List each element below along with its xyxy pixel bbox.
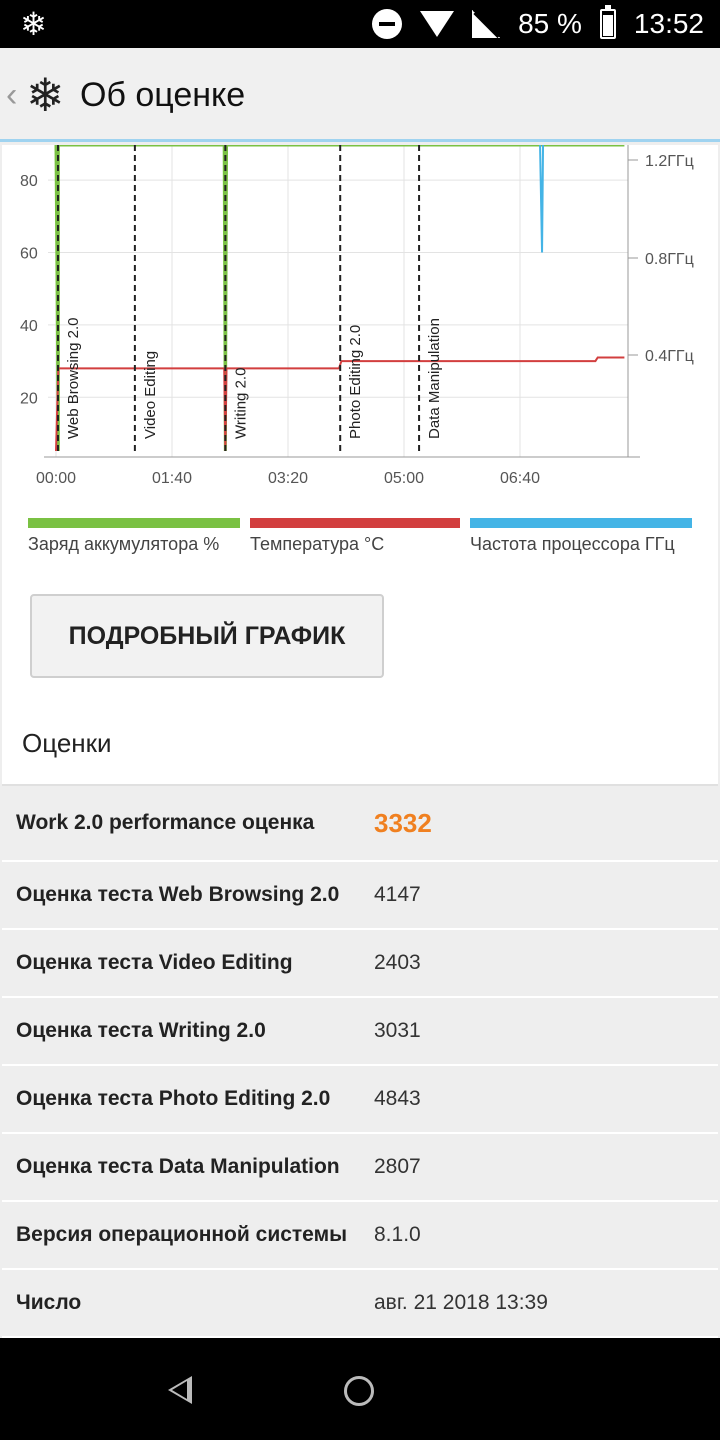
row-label: Оценка теста Writing 2.0 bbox=[16, 1019, 266, 1042]
snowflake-logo-icon[interactable]: ❄ bbox=[26, 69, 65, 121]
series-cpu-line bbox=[539, 145, 545, 253]
table-row: Оценка теста Writing 2.0 3031 bbox=[2, 998, 718, 1066]
row-value: 4843 bbox=[374, 1087, 421, 1110]
row-label: Оценка теста Photo Editing 2.0 bbox=[16, 1087, 331, 1110]
chart-ticks: 80 60 40 20 00:00 01:40 03:20 05:00 06:40 1.2ГГц 0… bbox=[20, 153, 694, 487]
legend-temperature-swatch bbox=[250, 518, 460, 528]
y-right-tick: 1.2ГГц bbox=[645, 153, 694, 170]
row-value: 8.1.0 bbox=[374, 1223, 421, 1246]
legend-cpu: Частота процессора ГГц bbox=[470, 518, 692, 558]
table-row: Оценка теста Data Manipulation 2807 bbox=[2, 1134, 718, 1202]
y-left-tick: 80 bbox=[20, 173, 38, 190]
series-temperature-line bbox=[55, 356, 625, 452]
detailed-chart-button[interactable]: ПОДРОБНЫЙ ГРАФИК bbox=[30, 594, 384, 678]
marker-label: Photo Editing 2.0 bbox=[347, 325, 364, 439]
table-row: Оценка теста Video Editing 2403 bbox=[2, 930, 718, 998]
back-icon[interactable]: ‹ bbox=[6, 76, 18, 114]
row-value: 2403 bbox=[374, 951, 421, 974]
x-tick: 00:00 bbox=[36, 470, 76, 487]
y-right-tick: 0.4ГГц bbox=[645, 348, 694, 365]
nav-back-icon[interactable] bbox=[168, 1376, 192, 1404]
x-tick: 05:00 bbox=[384, 470, 424, 487]
legend-temperature-label: Температура °C bbox=[250, 534, 385, 554]
navigation-bar bbox=[0, 1338, 720, 1440]
marker-label: Video Editing bbox=[142, 351, 159, 439]
do-not-disturb-icon bbox=[372, 9, 403, 39]
page-title: Об оценке bbox=[80, 76, 246, 114]
row-label: Версия операционной системы bbox=[16, 1223, 348, 1246]
table-row: Оценка теста Web Browsing 2.0 4147 bbox=[2, 862, 718, 930]
row-value: 3332 bbox=[374, 807, 432, 838]
y-left-tick: 20 bbox=[20, 390, 38, 407]
marker-label: Web Browsing 2.0 bbox=[65, 318, 82, 439]
row-label: Число bbox=[16, 1291, 82, 1314]
y-left-tick: 40 bbox=[20, 318, 38, 335]
legend-temperature: Температура °C bbox=[250, 518, 460, 558]
row-label: Оценка теста Video Editing bbox=[16, 951, 293, 974]
clock: 13:52 bbox=[633, 8, 704, 39]
table-row: Work 2.0 performance оценка 3332 bbox=[2, 786, 718, 862]
row-value: 4147 bbox=[374, 883, 421, 906]
row-value: 3031 bbox=[374, 1019, 421, 1042]
nav-home-icon[interactable] bbox=[344, 1376, 374, 1406]
battery-chart: Web Browsing 2.0 Video Editing Writing 2.0… bbox=[20, 145, 694, 487]
status-bar: ❄ 85 % 13:52 bbox=[0, 0, 720, 48]
no-signal-icon bbox=[472, 10, 501, 38]
table-row: Оценка теста Photo Editing 2.0 4843 bbox=[2, 1066, 718, 1134]
table-row: Число авг. 21 2018 13:39 bbox=[2, 1270, 718, 1338]
marker-label: Writing 2.0 bbox=[232, 368, 249, 439]
x-tick: 03:20 bbox=[268, 470, 308, 487]
legend-battery: Заряд аккумулятора % bbox=[28, 518, 240, 558]
legend-battery-label: Заряд аккумулятора % bbox=[28, 534, 220, 554]
battery-icon bbox=[599, 5, 616, 39]
chart-axes bbox=[44, 145, 640, 458]
snowflake-icon: ❄ bbox=[20, 6, 47, 42]
marker-label: Data Manipulation bbox=[426, 318, 443, 439]
legend-cpu-label: Частота процессора ГГц bbox=[470, 534, 675, 554]
legend-cpu-swatch bbox=[470, 518, 692, 528]
legend-battery-swatch bbox=[28, 518, 240, 528]
x-tick: 06:40 bbox=[500, 470, 540, 487]
x-tick: 01:40 bbox=[152, 470, 192, 487]
y-right-tick: 0.8ГГц bbox=[645, 251, 694, 268]
scores-table: Work 2.0 performance оценка 3332 Оценка … bbox=[2, 784, 718, 1338]
row-label: Work 2.0 performance оценка bbox=[16, 811, 315, 834]
table-row: Версия операционной системы 8.1.0 bbox=[2, 1202, 718, 1270]
row-value: авг. 21 2018 13:39 bbox=[374, 1291, 548, 1314]
wifi-icon bbox=[420, 11, 455, 37]
y-left-tick: 60 bbox=[20, 246, 38, 263]
chart-markers: Web Browsing 2.0 Video Editing Writing 2.0… bbox=[57, 145, 443, 451]
battery-percent: 85 % bbox=[518, 8, 582, 39]
content: Web Browsing 2.0 Video Editing Writing 2.0… bbox=[2, 145, 718, 1338]
app-bar: ‹ ❄ Об оценке bbox=[0, 48, 720, 142]
row-label: Оценка теста Web Browsing 2.0 bbox=[16, 883, 340, 906]
row-label: Оценка теста Data Manipulation bbox=[16, 1155, 340, 1178]
scores-heading: Оценки bbox=[22, 728, 112, 758]
row-value: 2807 bbox=[374, 1155, 421, 1178]
